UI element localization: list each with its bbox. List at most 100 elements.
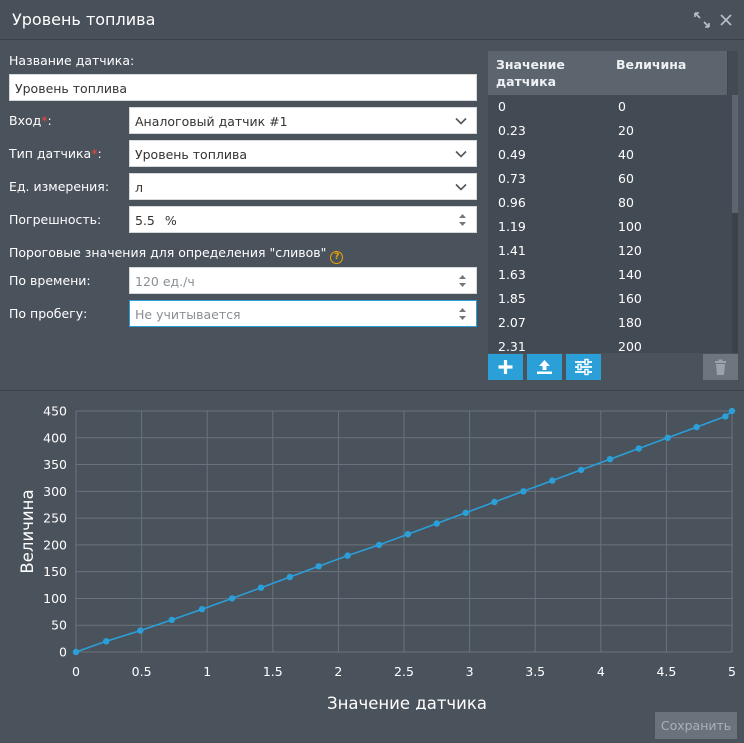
cell-sensor-value: 0.23	[498, 123, 526, 138]
calibration-table: Значение датчика Величина 0 0 0.23 20 0.49 40…	[488, 51, 738, 353]
sensor-name-label: Название датчика:	[9, 53, 135, 68]
table-row[interactable]: 0.96 80	[488, 191, 728, 215]
table-row[interactable]: 2.07 180	[488, 311, 728, 335]
y-tick-label: 450	[43, 404, 67, 419]
title-bar: Уровень топлива	[0, 0, 744, 40]
mileage-threshold-placeholder: Не учитывается	[135, 307, 241, 322]
sensor-type-label-colon: :	[97, 146, 102, 161]
y-tick-label: 200	[43, 537, 67, 552]
threshold-heading: Пороговые значения для определения "слив…	[9, 245, 344, 264]
x-axis-title: Значение датчика	[327, 694, 487, 710]
spinner-arrows-icon[interactable]	[458, 210, 467, 230]
column-header-value[interactable]: Величина	[616, 57, 687, 72]
save-button[interactable]: Сохранить	[655, 712, 737, 739]
time-threshold-placeholder: 120 ед./ч	[135, 274, 195, 289]
data-point	[375, 541, 383, 549]
cell-value: 0	[618, 99, 626, 114]
table-row[interactable]: 0.49 40	[488, 143, 728, 167]
sensor-name-input[interactable]: Уровень топлива	[9, 74, 477, 101]
column-header-sensor-value[interactable]: Значение датчика	[496, 56, 565, 90]
cell-value: 160	[618, 291, 642, 306]
table-row[interactable]: 2.31 200	[488, 335, 728, 353]
cell-sensor-value: 0.49	[498, 147, 526, 162]
data-point	[344, 552, 351, 559]
plus-icon	[498, 360, 513, 374]
spinner-arrows-icon[interactable]	[458, 271, 467, 291]
table-scrollbar-thumb[interactable]	[732, 95, 738, 213]
upload-icon	[537, 360, 552, 374]
add-row-button[interactable]	[488, 354, 523, 380]
close-icon[interactable]	[716, 10, 736, 30]
x-tick-label: 0	[72, 664, 80, 679]
mileage-label: По пробегу:	[9, 306, 88, 321]
x-tick-label: 4.5	[656, 664, 676, 679]
data-point	[404, 531, 412, 538]
cell-value: 100	[618, 219, 642, 234]
error-stepper[interactable]: 5.5 %	[129, 206, 477, 233]
input-label-text: Вход	[9, 113, 42, 128]
calibration-chart: 0 0.5 1 1.5 2 2.5 3 3.5 4 4.5 50501001502002503003…	[18, 404, 736, 711]
unit-value: л	[135, 180, 143, 195]
section-divider	[0, 390, 744, 391]
data-point	[491, 498, 498, 506]
table-scrollbar-track[interactable]	[732, 95, 738, 353]
input-label-colon: :	[47, 113, 52, 128]
input-select[interactable]: Аналоговый датчик #1	[129, 107, 477, 134]
data-point	[606, 456, 614, 463]
mileage-threshold-input[interactable]: Не учитывается	[129, 300, 477, 327]
required-mark: *	[91, 146, 98, 161]
y-tick-label: 0	[59, 645, 67, 660]
spinner-arrows-icon[interactable]	[458, 304, 467, 324]
column-header-sensor-line1: Значение	[496, 57, 565, 72]
data-point	[286, 573, 294, 581]
required-mark: *	[41, 113, 48, 128]
cell-value: 180	[618, 315, 642, 330]
table-row[interactable]: 1.41 120	[488, 239, 728, 263]
table-settings-button[interactable]	[566, 354, 601, 380]
table-row[interactable]: 1.85 160	[488, 287, 728, 311]
sensor-type-select[interactable]: Уровень топлива	[129, 140, 477, 167]
threshold-heading-text: Пороговые значения для определения "слив…	[9, 245, 327, 260]
time-threshold-input[interactable]: 120 ед./ч	[129, 267, 477, 294]
table-row[interactable]: 1.19 100	[488, 215, 728, 239]
y-tick-label: 100	[43, 591, 67, 606]
table-row[interactable]: 0.73 60	[488, 167, 728, 191]
cell-sensor-value: 1.41	[498, 243, 526, 258]
data-point	[728, 407, 736, 415]
cell-sensor-value: 1.19	[498, 219, 526, 234]
cell-value: 120	[618, 243, 642, 258]
chevron-down-icon	[455, 150, 467, 158]
y-tick-label: 300	[43, 484, 67, 499]
sensor-type-value: Уровень топлива	[135, 147, 248, 162]
chevron-down-icon	[455, 183, 467, 191]
x-tick-label: 5	[728, 664, 736, 679]
x-tick-label: 1	[203, 664, 211, 679]
y-tick-label: 150	[43, 564, 67, 579]
y-tick-label: 250	[43, 511, 67, 526]
cell-value: 140	[618, 267, 642, 282]
data-point	[433, 520, 440, 527]
table-row[interactable]: 0.23 20	[488, 119, 728, 143]
cell-sensor-value: 0.73	[498, 171, 526, 186]
cell-sensor-value: 0.96	[498, 195, 526, 210]
data-point	[315, 563, 322, 570]
help-icon[interactable]: ?	[330, 251, 344, 264]
x-tick-label: 2	[334, 664, 342, 679]
data-point	[462, 509, 469, 516]
table-header: Значение датчика Величина	[488, 51, 728, 95]
x-tick-label: 0.5	[132, 664, 152, 679]
import-button[interactable]	[527, 354, 562, 380]
sensor-type-label-text: Тип датчика	[9, 146, 92, 161]
sliders-icon	[575, 358, 592, 376]
unit-select[interactable]: л	[129, 173, 477, 200]
data-point	[520, 488, 527, 495]
sensor-type-label: Тип датчика*:	[9, 146, 102, 161]
x-tick-label: 3.5	[525, 664, 545, 679]
delete-row-button[interactable]	[703, 354, 738, 380]
table-row[interactable]: 1.63 140	[488, 263, 728, 287]
cell-value: 40	[618, 147, 634, 162]
expand-icon[interactable]	[692, 10, 712, 30]
data-point	[693, 423, 700, 431]
data-point	[168, 616, 175, 624]
